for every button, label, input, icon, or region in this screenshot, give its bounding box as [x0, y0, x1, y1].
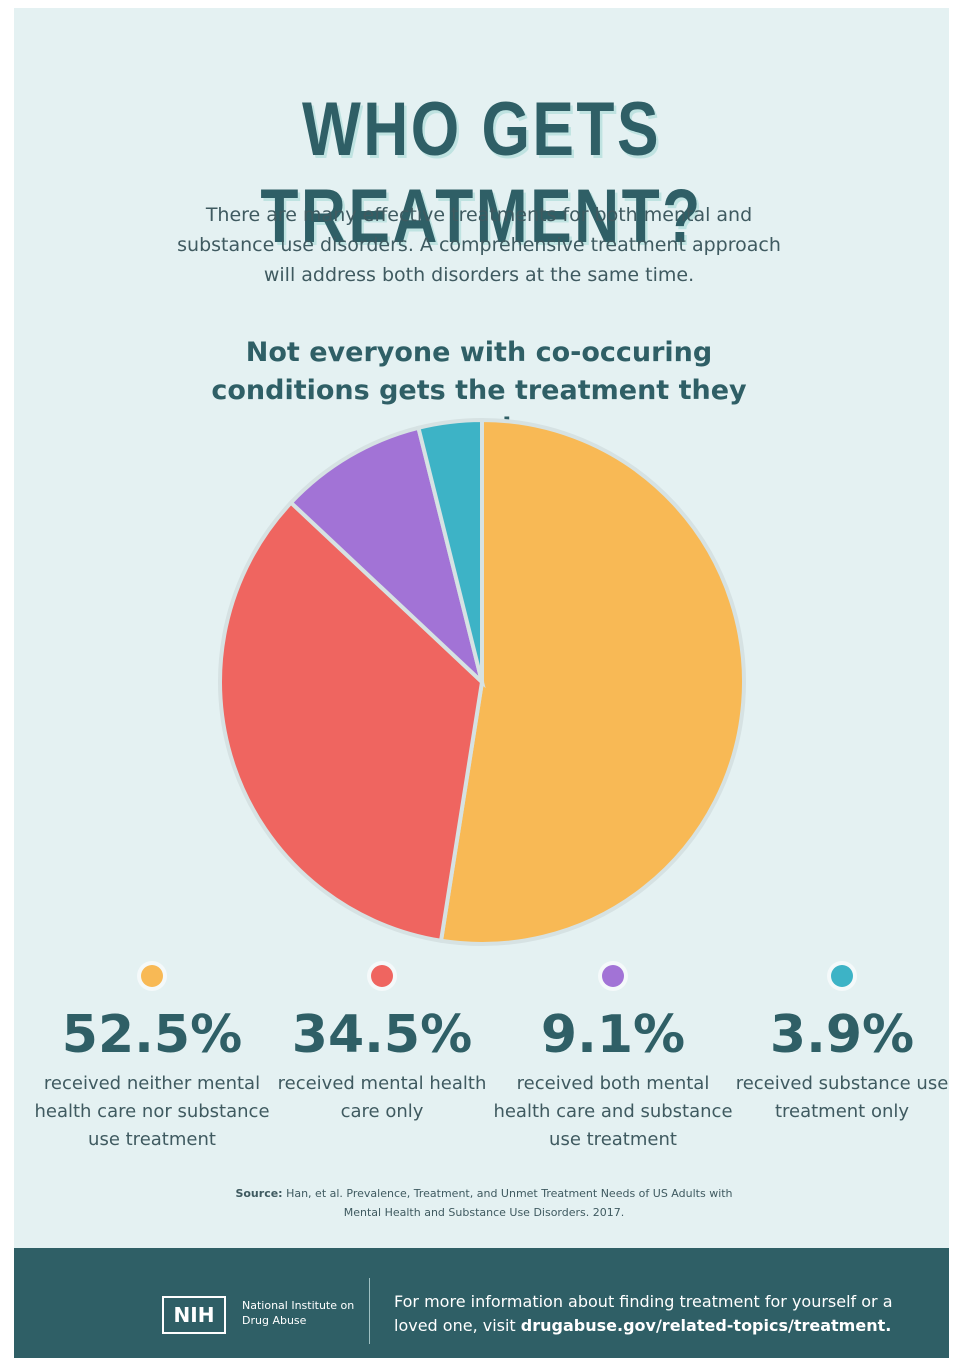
logo: NIH — [162, 1296, 226, 1334]
legend-dot — [602, 965, 624, 987]
category-label: received substance use treatment only — [735, 1073, 949, 1122]
value-label: 3.9% — [769, 1005, 915, 1065]
category-label: received mental health care only — [277, 1073, 487, 1122]
footer-link[interactable]: drugabuse.gov/related-topics/treatment. — [520, 1316, 892, 1335]
value-label: 52.5% — [61, 1005, 243, 1065]
pie-chart — [218, 417, 747, 946]
category-label: received neither mental health care nor … — [34, 1073, 270, 1150]
source-text: Han, et al. Prevalence, Treatment, and U… — [286, 1187, 733, 1219]
pie-slice — [438, 417, 747, 946]
pie-slice — [218, 499, 485, 944]
title: WHO GETS TREATMENT? — [260, 87, 703, 259]
separator — [369, 1278, 370, 1344]
page: WHO GETS TREATMENT? There are many effec… — [14, 8, 949, 1358]
footer-text: For more information about finding treat… — [394, 1290, 924, 1338]
source-label: Source: — [235, 1187, 283, 1200]
intro: There are many effective treatments for … — [177, 204, 781, 286]
footer — [14, 1248, 949, 1358]
legend-dot — [371, 965, 393, 987]
value-label: 34.5% — [291, 1005, 473, 1065]
org-name: National Institute on Drug Abuse — [242, 1299, 355, 1327]
legend-dot — [831, 965, 853, 987]
legend-dot — [141, 965, 163, 987]
footer-note: For more information about finding treat… — [394, 1292, 893, 1335]
pie-slice — [416, 417, 484, 683]
category-label: received both mental health care and sub… — [493, 1073, 733, 1150]
value-label: 9.1% — [540, 1005, 686, 1065]
source: Source: Han, et al. Prevalence, Treatmen… — [234, 1184, 734, 1222]
